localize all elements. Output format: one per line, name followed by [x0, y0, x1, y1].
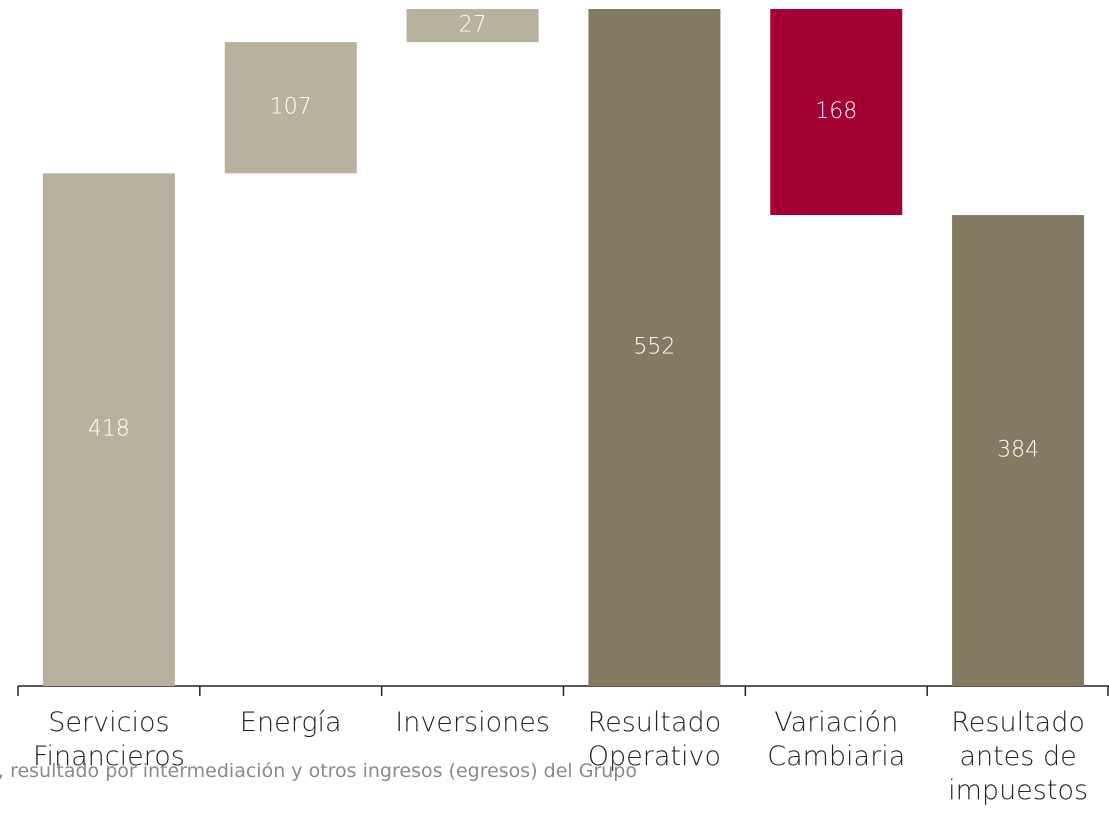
x-tick-label: Energía	[239, 707, 342, 738]
x-tick-label: Inversiones	[395, 707, 550, 738]
value-label: 418	[88, 417, 130, 442]
x-tick-label: Resultado antes de impuestos	[948, 707, 1089, 806]
bar	[588, 9, 721, 686]
x-tick-label: Variación Cambiaria	[767, 707, 906, 772]
bar	[952, 215, 1085, 687]
value-label: 384	[997, 438, 1039, 463]
x-tick-label: Resultado Operativo	[587, 707, 722, 772]
footnote: , resultado por intermediación y otros i…	[0, 760, 637, 782]
x-tick-label: Servicios Financieros	[32, 707, 185, 772]
value-label: 168	[815, 99, 857, 124]
bar	[406, 9, 539, 43]
bar	[224, 42, 357, 174]
value-label: 107	[270, 95, 312, 120]
bar	[770, 9, 903, 216]
value-label: 552	[633, 335, 675, 360]
bar	[42, 173, 175, 686]
value-label: 27	[459, 13, 487, 38]
